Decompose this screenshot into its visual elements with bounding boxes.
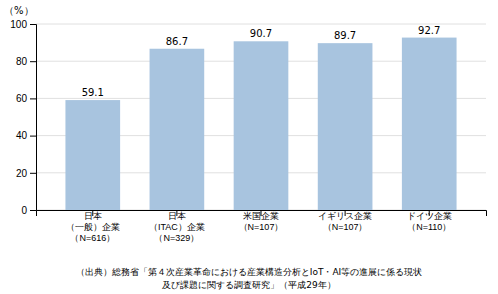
tick-label-line: 日本 <box>84 211 102 221</box>
tick-label-line: （ITAC）企業 <box>149 222 205 232</box>
y-axis: 0 20 40 60 80 100 <box>10 19 36 216</box>
axis-line <box>30 25 37 211</box>
tick: 60 <box>16 93 36 104</box>
tick: 40 <box>16 130 36 141</box>
tick-label: 20 <box>16 168 28 179</box>
tick: 米国企業（N=107） <box>239 210 284 232</box>
tick-label: 100 <box>10 19 27 30</box>
data-label: 89.7 <box>334 30 356 41</box>
bar <box>150 49 205 210</box>
y-axis-label: （%） <box>4 5 34 16</box>
plot: 020406080100日本（一般）企業（N=616）日本（ITAC）企業（N=… <box>10 19 486 243</box>
data-label: 59.1 <box>82 87 104 98</box>
tick-label-line: （N=329） <box>154 233 199 243</box>
annotation: 及び課題に関する調査研究」（平成29年） <box>162 280 335 290</box>
tick-label: 80 <box>16 56 28 67</box>
annotation: （出典）総務省「第４次産業革命における産業構造分析とIoT・AI等の進展に係る現… <box>76 267 422 277</box>
tick-mark <box>30 210 36 211</box>
tick-mark <box>30 98 36 99</box>
tick: 80 <box>16 56 36 67</box>
grid <box>36 24 486 210</box>
caption: （出典）総務省「第４次産業革命における産業構造分析とIoT・AI等の進展に係る現… <box>76 267 422 290</box>
x-axis: 日本（一般）企業（N=616）日本（ITAC）企業（N=329）米国企業（N=1… <box>37 210 487 243</box>
data-label: 86.7 <box>166 36 188 47</box>
tick-label: 40 <box>16 130 28 141</box>
tick: ドイツ企業（N=110） <box>407 210 452 232</box>
bar <box>402 38 457 210</box>
tick-label: 日本（一般）企業（N=616） <box>66 211 120 243</box>
tick-label-line: イギリス企業 <box>318 211 372 221</box>
tick-mark <box>30 61 36 62</box>
data-label: 92.7 <box>418 25 440 36</box>
data-label: 90.7 <box>250 28 272 39</box>
tick-label: イギリス企業（N=107） <box>318 211 372 232</box>
tick-mark <box>30 136 36 137</box>
chart: 020406080100日本（一般）企業（N=616）日本（ITAC）企業（N=… <box>0 0 498 294</box>
tick-label: 日本（ITAC）企業（N=329） <box>149 211 205 243</box>
tick-label-line: （N=107） <box>323 222 368 232</box>
tick: イギリス企業（N=107） <box>318 210 372 232</box>
bars <box>65 38 456 210</box>
tick-label: 0 <box>21 205 27 216</box>
bar <box>318 43 373 210</box>
tick-label: 米国企業（N=107） <box>239 211 284 232</box>
tick-label-line: （一般）企業 <box>66 222 120 232</box>
tick: 日本（ITAC）企業（N=329） <box>149 210 205 243</box>
tick-label: 60 <box>16 93 28 104</box>
tick: 100 <box>10 19 36 30</box>
tick-label-line: （N=616） <box>70 233 115 243</box>
tick-mark <box>30 173 36 174</box>
bar <box>234 41 289 210</box>
tick-label: ドイツ企業（N=110） <box>407 211 452 232</box>
bar <box>65 100 120 210</box>
tick-label-line: 米国企業 <box>243 211 279 221</box>
tick: 0 <box>21 205 36 216</box>
data-labels: 59.1 86.7 90.7 89.7 92.7 <box>82 25 441 98</box>
tick-label-line: （N=110） <box>407 222 451 232</box>
tick-mark <box>30 24 36 25</box>
tick-label-line: 日本 <box>168 211 186 221</box>
tick-label-line: ドイツ企業 <box>407 211 452 221</box>
tick-label-line: （N=107） <box>239 222 284 232</box>
tick: 日本（一般）企業（N=616） <box>66 210 120 243</box>
tick: 20 <box>16 168 36 179</box>
